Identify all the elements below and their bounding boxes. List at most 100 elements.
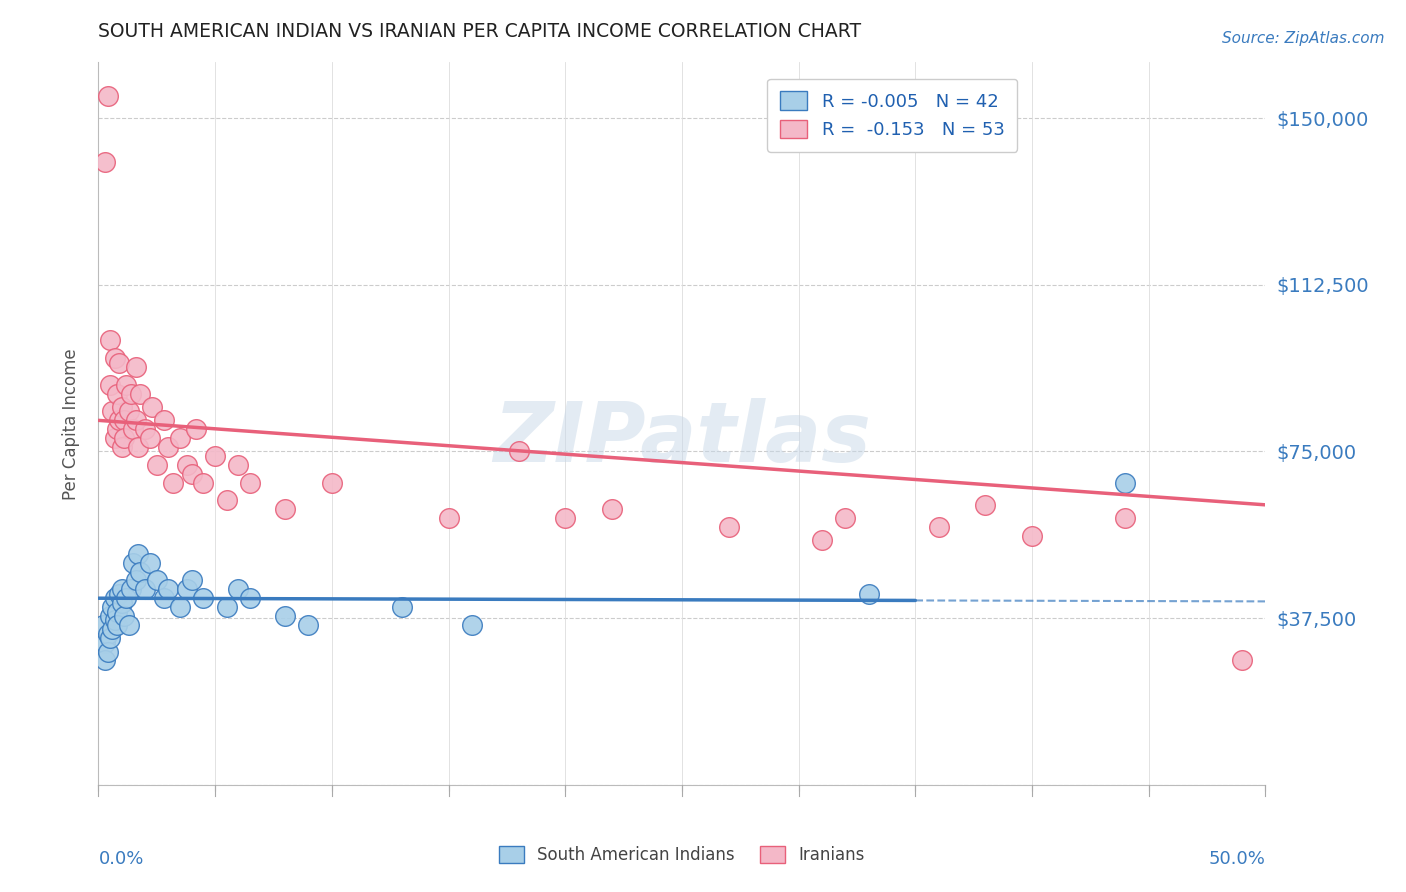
Point: [600, 502, 623, 516]
Point: [111, 400, 134, 414]
Point: [111, 582, 134, 597]
Point: [104, 614, 127, 628]
Point: [118, 404, 141, 418]
Point: [101, 600, 124, 615]
Point: [239, 591, 262, 606]
Point: [127, 547, 149, 561]
Point: [152, 413, 174, 427]
Point: [104, 351, 127, 365]
Point: [120, 582, 142, 597]
Point: [321, 475, 343, 490]
Point: [134, 582, 156, 597]
Point: [105, 386, 128, 401]
Text: 50.0%: 50.0%: [1209, 850, 1265, 868]
Point: [204, 449, 226, 463]
Point: [108, 587, 131, 601]
Text: ZIPatlas: ZIPatlas: [494, 398, 870, 479]
Point: [717, 520, 740, 534]
Point: [176, 582, 198, 597]
Point: [98, 632, 121, 646]
Point: [146, 458, 169, 472]
Point: [146, 574, 169, 588]
Point: [129, 386, 152, 401]
Point: [180, 467, 202, 481]
Point: [134, 422, 156, 436]
Point: [120, 386, 142, 401]
Point: [1114, 511, 1136, 525]
Point: [97, 644, 120, 658]
Point: [94, 653, 117, 667]
Point: [193, 591, 215, 606]
Point: [111, 596, 134, 610]
Point: [508, 444, 530, 458]
Point: [162, 475, 184, 490]
Point: [122, 556, 145, 570]
Legend: South American Indians, Iranians: South American Indians, Iranians: [492, 839, 872, 871]
Point: [274, 502, 297, 516]
Point: [554, 511, 576, 525]
Point: [297, 618, 319, 632]
Point: [1230, 653, 1253, 667]
Point: [1114, 475, 1136, 490]
Point: [108, 413, 131, 427]
Point: [98, 609, 121, 624]
Point: [928, 520, 950, 534]
Point: [115, 377, 138, 392]
Point: [139, 556, 162, 570]
Point: [169, 431, 191, 445]
Point: [112, 609, 135, 624]
Text: Source: ZipAtlas.com: Source: ZipAtlas.com: [1222, 31, 1385, 46]
Point: [157, 440, 180, 454]
Point: [101, 404, 124, 418]
Point: [176, 458, 198, 472]
Point: [141, 400, 163, 414]
Point: [97, 88, 120, 103]
Point: [129, 565, 152, 579]
Point: [125, 413, 148, 427]
Point: [104, 591, 127, 606]
Point: [152, 591, 174, 606]
Point: [186, 422, 208, 436]
Point: [834, 511, 856, 525]
Point: [98, 377, 121, 392]
Point: [858, 587, 880, 601]
Point: [169, 600, 191, 615]
Point: [391, 600, 413, 615]
Point: [112, 431, 135, 445]
Point: [127, 440, 149, 454]
Point: [115, 591, 138, 606]
Point: [139, 431, 162, 445]
Point: [125, 574, 148, 588]
Point: [215, 493, 238, 508]
Point: [112, 413, 135, 427]
Text: 0.0%: 0.0%: [98, 850, 143, 868]
Point: [98, 334, 121, 348]
Point: [104, 431, 127, 445]
Point: [105, 618, 128, 632]
Point: [97, 627, 120, 641]
Point: [108, 355, 131, 369]
Point: [94, 155, 117, 169]
Point: [125, 359, 148, 374]
Point: [274, 609, 297, 624]
Point: [215, 600, 238, 615]
Point: [122, 422, 145, 436]
Point: [180, 574, 202, 588]
Point: [228, 582, 250, 597]
Point: [101, 623, 124, 637]
Point: [111, 440, 134, 454]
Point: [193, 475, 215, 490]
Text: SOUTH AMERICAN INDIAN VS IRANIAN PER CAPITA INCOME CORRELATION CHART: SOUTH AMERICAN INDIAN VS IRANIAN PER CAP…: [98, 22, 862, 41]
Point: [974, 498, 997, 512]
Point: [239, 475, 262, 490]
Point: [228, 458, 250, 472]
Point: [94, 635, 117, 649]
Point: [811, 533, 834, 548]
Y-axis label: Per Capita Income: Per Capita Income: [62, 348, 80, 500]
Point: [157, 582, 180, 597]
Point: [461, 618, 484, 632]
Point: [91, 618, 114, 632]
Point: [437, 511, 460, 525]
Point: [118, 618, 141, 632]
Point: [105, 605, 128, 619]
